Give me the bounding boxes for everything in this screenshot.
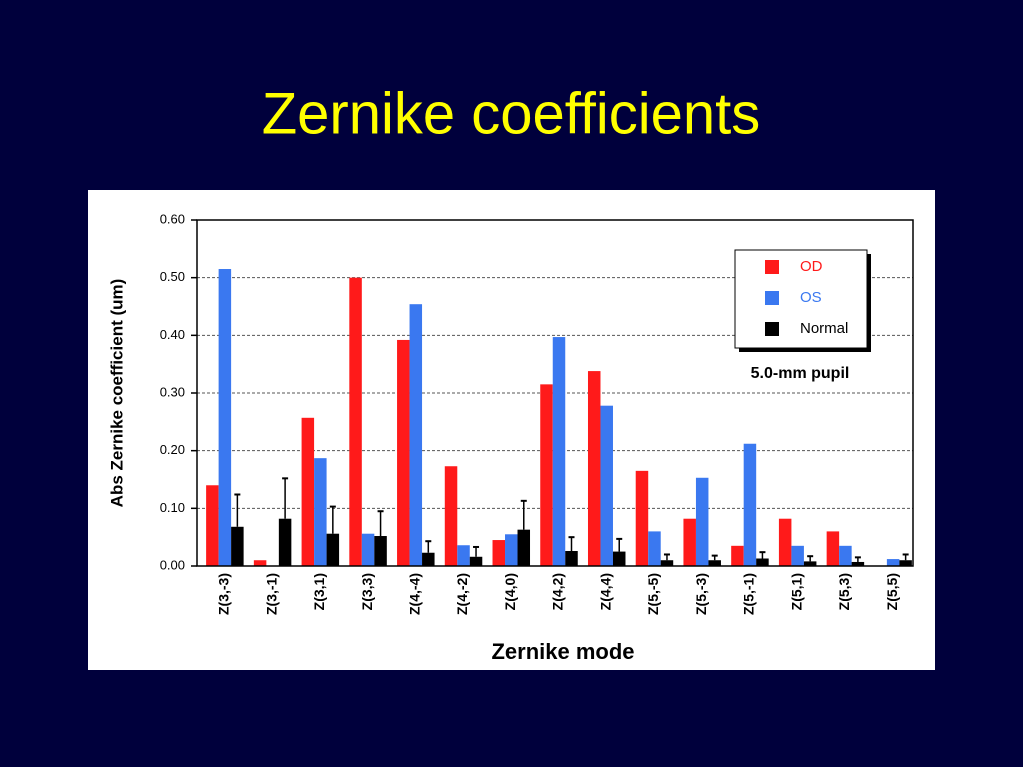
x-tick-label: Z(4,2) (550, 573, 566, 610)
x-tick-label: Z(5,3) (836, 573, 852, 610)
y-tick-label: 0.10 (160, 500, 185, 515)
bar (803, 561, 817, 566)
bar (422, 552, 435, 566)
bar (349, 277, 362, 566)
legend-swatch (765, 291, 779, 305)
bar (756, 558, 769, 566)
x-tick-label: Z(3,-3) (216, 573, 232, 615)
x-tick-label: Z(4,-2) (454, 573, 470, 615)
y-tick-label: 0.50 (160, 269, 185, 284)
bar (326, 533, 340, 566)
bar (540, 384, 553, 566)
x-tick-label: Z(5,1) (788, 573, 804, 610)
bar (231, 526, 244, 566)
slide-title: Zernike coefficients (262, 81, 761, 146)
bar (635, 470, 649, 566)
bar (444, 466, 458, 566)
bar (457, 545, 470, 566)
bar (301, 417, 315, 566)
plot: 0.00 0.10 0.20 0.30 0.40 0.50 0.60 Z(3,-3) Z(3,-… (160, 211, 914, 615)
bar (565, 551, 578, 566)
legend-label: OS (800, 289, 822, 306)
y-tick-label: 0.20 (160, 442, 185, 457)
y-tick-label: 0.40 (160, 327, 185, 342)
bar (314, 458, 327, 566)
y-tick-label: 0.60 (160, 211, 185, 226)
bar (374, 536, 387, 566)
legend-box (734, 249, 868, 349)
plot-frame (196, 219, 914, 567)
bar (600, 405, 613, 566)
x-axis-label: Zernike mode (491, 639, 634, 664)
bar (851, 561, 865, 566)
bar (778, 518, 792, 566)
bar (587, 371, 601, 566)
bar (206, 485, 219, 566)
y-tick-label: 0.00 (160, 557, 185, 572)
y-axis-label: Abs Zernike coefficient (um) (107, 279, 126, 508)
legend-swatch (765, 260, 779, 274)
bar (612, 551, 626, 566)
bar (278, 518, 292, 566)
legend-swatch (765, 322, 779, 336)
bar (648, 531, 661, 566)
x-tick-label: Z(3,3) (359, 573, 375, 610)
bar (517, 529, 531, 566)
bar (708, 560, 721, 566)
legend-label: OD (800, 258, 823, 275)
bar (253, 560, 267, 566)
bar (839, 545, 852, 566)
bar (731, 545, 744, 566)
bar (492, 540, 506, 566)
bar (899, 560, 912, 566)
bar (683, 518, 696, 566)
bar (826, 531, 840, 566)
bar (361, 533, 375, 566)
bar (791, 545, 804, 566)
x-tick-label: Z(5,-3) (693, 573, 709, 615)
bar (552, 337, 566, 566)
x-tick-label: Z(3,1) (311, 573, 327, 610)
bar (409, 304, 423, 566)
bar (695, 477, 709, 566)
x-tick-label: Z(3,-1) (263, 573, 279, 615)
annotation: 5.0-mm pupil (751, 365, 850, 382)
bar (660, 560, 674, 566)
x-tick-label: Z(5,-1) (741, 573, 757, 615)
legend-label: Normal (800, 320, 848, 337)
x-tick-label: Z(5,-5) (645, 573, 661, 615)
x-tick-label: Z(4,0) (502, 573, 518, 610)
x-tick-label: Z(4,-4) (407, 573, 423, 615)
x-tick-label: Z(5,5) (884, 573, 900, 610)
bar (743, 443, 757, 566)
x-tick-label: Z(4,4) (597, 573, 613, 610)
bar (397, 339, 410, 566)
bar (469, 556, 483, 566)
bar (505, 534, 518, 566)
y-tick-label: 0.30 (160, 384, 185, 399)
bar (886, 559, 900, 566)
bar (218, 269, 232, 566)
